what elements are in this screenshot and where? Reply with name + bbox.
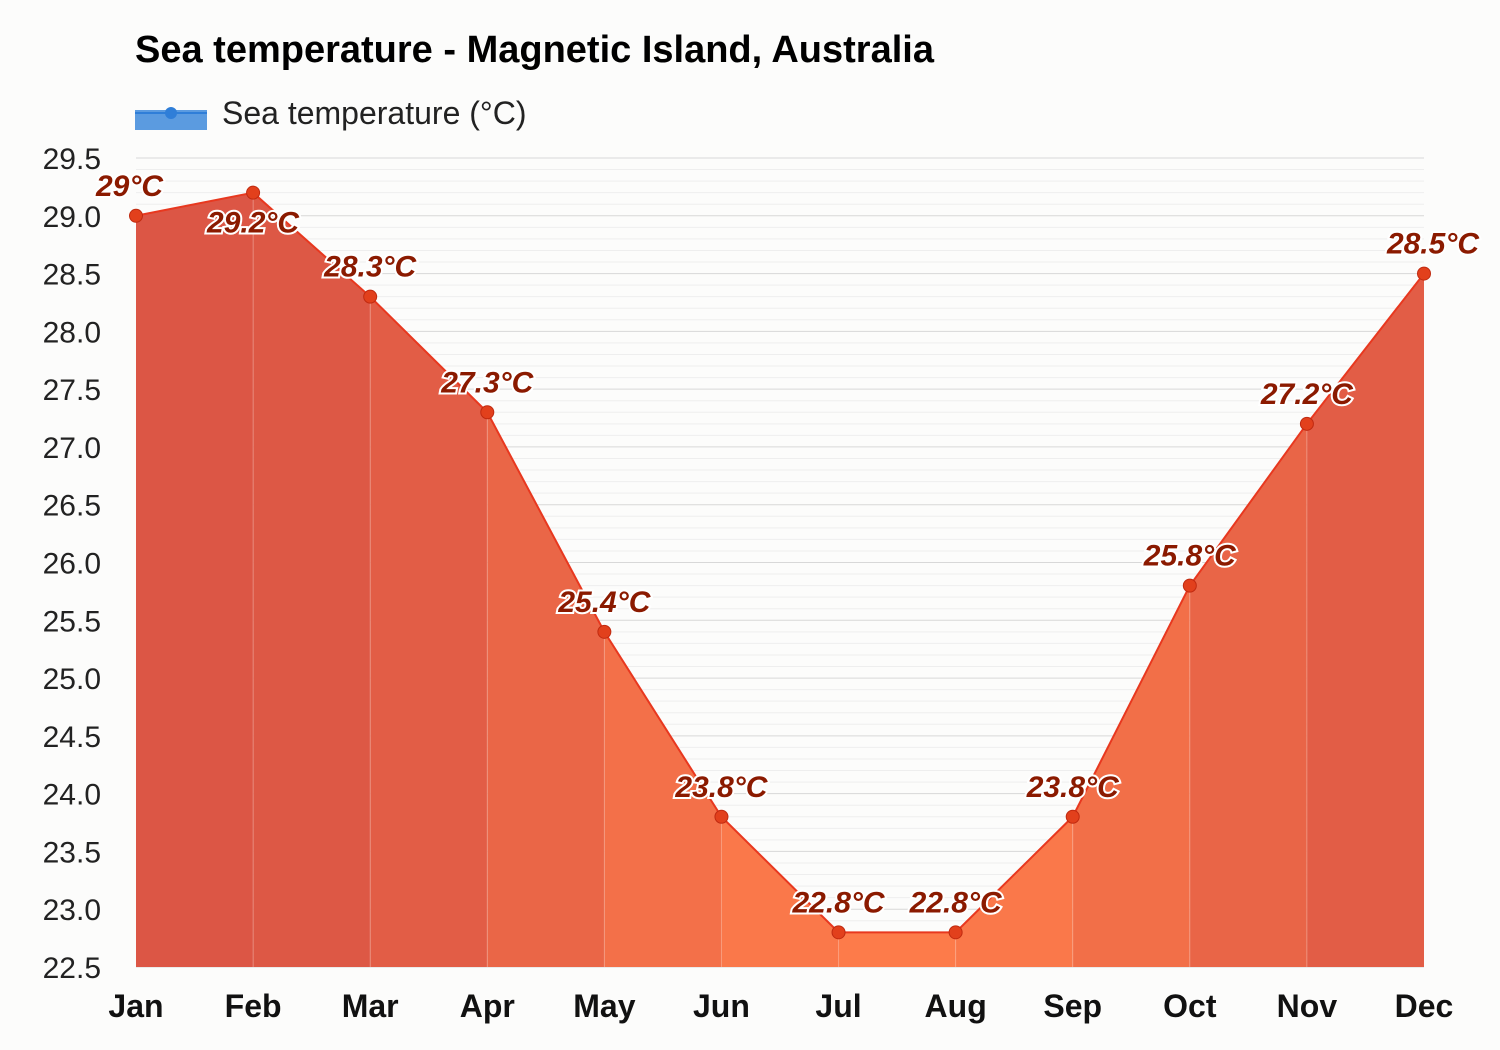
x-tick-nov: Nov	[1277, 988, 1338, 1024]
x-tick-may: May	[573, 988, 635, 1024]
series-line	[135, 191, 1425, 934]
area-segment-aug	[955, 816, 1073, 967]
x-tick-jul: Jul	[815, 988, 861, 1024]
marker-sep	[1065, 809, 1080, 824]
area-segment-jul	[838, 932, 956, 967]
area-segment-mar	[370, 296, 488, 968]
area-segment-sep	[1072, 585, 1190, 967]
marker-feb	[246, 185, 261, 200]
y-tick-label: 25.5	[43, 605, 101, 638]
area-segment-apr	[487, 412, 605, 967]
data-label-aug: 22.8°C	[909, 886, 1003, 919]
y-tick-label: 27.0	[43, 432, 101, 465]
area-fill	[136, 192, 1424, 968]
legend-label: Sea temperature (°C)	[222, 95, 526, 131]
data-label-apr: 27.3°C	[440, 366, 534, 399]
y-axis: 22.5 23.0 23.5 24.0 24.5 25.0 25.5 26.0 26.5 27.0…	[43, 143, 101, 985]
marker-jul	[831, 925, 846, 940]
x-tick-aug: Aug	[925, 988, 987, 1024]
data-label-mar: 28.3°C	[323, 251, 417, 284]
marker-apr	[480, 405, 495, 420]
y-tick-label: 28.0	[43, 316, 101, 349]
marker-nov	[1299, 416, 1314, 431]
data-label-may: 25.4°C	[557, 586, 651, 619]
y-tick-label: 27.5	[43, 374, 101, 407]
y-tick-label: 29.0	[43, 201, 101, 234]
x-tick-feb: Feb	[225, 988, 282, 1024]
y-tick-label: 24.5	[43, 721, 101, 754]
marker-jun	[714, 809, 729, 824]
y-tick-label: 23.0	[43, 894, 101, 927]
x-tick-apr: Apr	[460, 988, 515, 1024]
x-tick-dec: Dec	[1395, 988, 1454, 1024]
legend: Sea temperature (°C)	[135, 95, 526, 131]
area-segment-may	[604, 631, 722, 967]
y-tick-label: 26.5	[43, 490, 101, 523]
legend-marker	[165, 107, 177, 119]
x-tick-mar: Mar	[342, 988, 399, 1024]
data-label-oct: 25.8°C	[1143, 540, 1237, 573]
data-label-dec: 28.5°C	[1386, 228, 1480, 261]
y-tick-label: 24.0	[43, 779, 101, 812]
marker-aug	[948, 925, 963, 940]
x-tick-jan: Jan	[108, 988, 163, 1024]
legend-swatch	[135, 110, 207, 130]
y-tick-label: 25.0	[43, 663, 101, 696]
area-segment-jan	[136, 192, 254, 967]
data-label-jul: 22.8°C	[792, 886, 886, 919]
data-label-nov: 27.2°C	[1260, 378, 1354, 411]
x-tick-oct: Oct	[1163, 988, 1217, 1024]
markers	[129, 185, 1431, 940]
y-tick-label: 28.5	[43, 259, 101, 292]
x-axis: Jan Feb Mar Apr May Jun Jul Aug Sep Oct Nov Dec	[108, 988, 1453, 1024]
y-tick-label: 23.5	[43, 836, 101, 869]
area-segment-jun	[721, 816, 839, 967]
marker-may	[597, 624, 612, 639]
marker-jan	[129, 208, 143, 223]
data-labels: 29°C 29.2°C 28.3°C 27.3°C 25.4°C 23.8°C 22.8°C…	[93, 168, 1482, 922]
area-segment-nov	[1306, 273, 1424, 968]
y-tick-label: 22.5	[43, 952, 101, 985]
data-label-sep: 23.8°C	[1026, 771, 1120, 804]
area-segment-feb	[253, 192, 371, 967]
data-label-jun: 23.8°C	[674, 771, 768, 804]
area-segment-oct	[1189, 423, 1307, 967]
x-tick-jun: Jun	[693, 988, 750, 1024]
marker-oct	[1182, 578, 1197, 593]
x-tick-sep: Sep	[1043, 988, 1102, 1024]
data-label-jan: 29°C	[95, 170, 164, 203]
marker-dec	[1417, 266, 1431, 281]
y-tick-label: 29.5	[43, 143, 101, 176]
marker-mar	[363, 289, 378, 304]
y-tick-label: 26.0	[43, 548, 101, 581]
series-line-path	[135, 191, 1425, 934]
chart-title: Sea temperature - Magnetic Island, Austr…	[135, 29, 935, 71]
data-label-feb: 29.2°C	[206, 207, 300, 240]
